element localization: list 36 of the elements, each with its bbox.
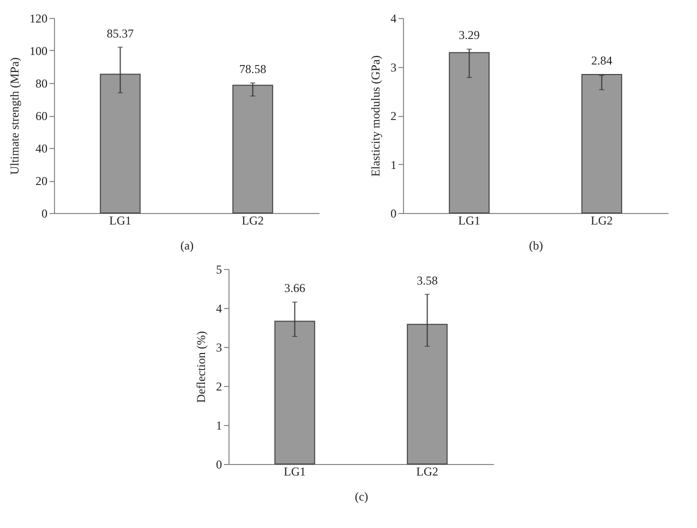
y-tick-label: 20 [36, 174, 48, 188]
y-axis-title: Elasticity modulus (GPa) [368, 55, 382, 177]
y-tick-label: 0 [216, 458, 222, 472]
x-tick-label: LG2 [590, 214, 613, 228]
y-tick-label: 120 [30, 12, 48, 26]
data-label: 78.58 [239, 62, 266, 76]
y-tick-label: 5 [216, 262, 222, 276]
y-tick-label: 1 [216, 418, 222, 432]
y-tick-label: 3 [390, 60, 396, 74]
y-tick-label: 1 [390, 158, 396, 172]
x-axis-title: (a) [180, 238, 194, 252]
y-tick-label: 0 [390, 206, 396, 220]
x-tick-label: LG2 [242, 214, 264, 228]
data-label: 3.58 [416, 273, 438, 288]
y-axis-title: Ultimate strength (MPa) [8, 57, 22, 175]
y-axis-title: Deflection (%) [194, 331, 208, 403]
y-tick-label: 4 [216, 302, 222, 316]
x-axis-title: (b) [529, 238, 543, 252]
y-tick-label: 0 [42, 206, 48, 220]
data-label: 3.29 [458, 28, 480, 42]
data-label: 85.37 [106, 26, 134, 40]
y-tick-label: 80 [36, 76, 48, 90]
x-tick-label: LG1 [109, 214, 132, 228]
y-tick-label: 4 [390, 12, 396, 26]
y-tick-label: 60 [36, 109, 48, 123]
y-tick-label: 2 [390, 109, 396, 123]
y-tick-label: 3 [216, 340, 222, 354]
y-tick-label: 100 [30, 44, 48, 58]
x-tick-label: LG1 [284, 464, 306, 478]
data-label: 2.84 [591, 54, 612, 68]
y-tick-label: 40 [36, 142, 48, 156]
data-label: 3.66 [284, 281, 306, 296]
x-axis-title: (c) [354, 490, 368, 504]
y-tick-label: 2 [216, 380, 222, 394]
x-tick-label: LG2 [416, 464, 438, 478]
x-tick-label: LG1 [458, 214, 480, 228]
